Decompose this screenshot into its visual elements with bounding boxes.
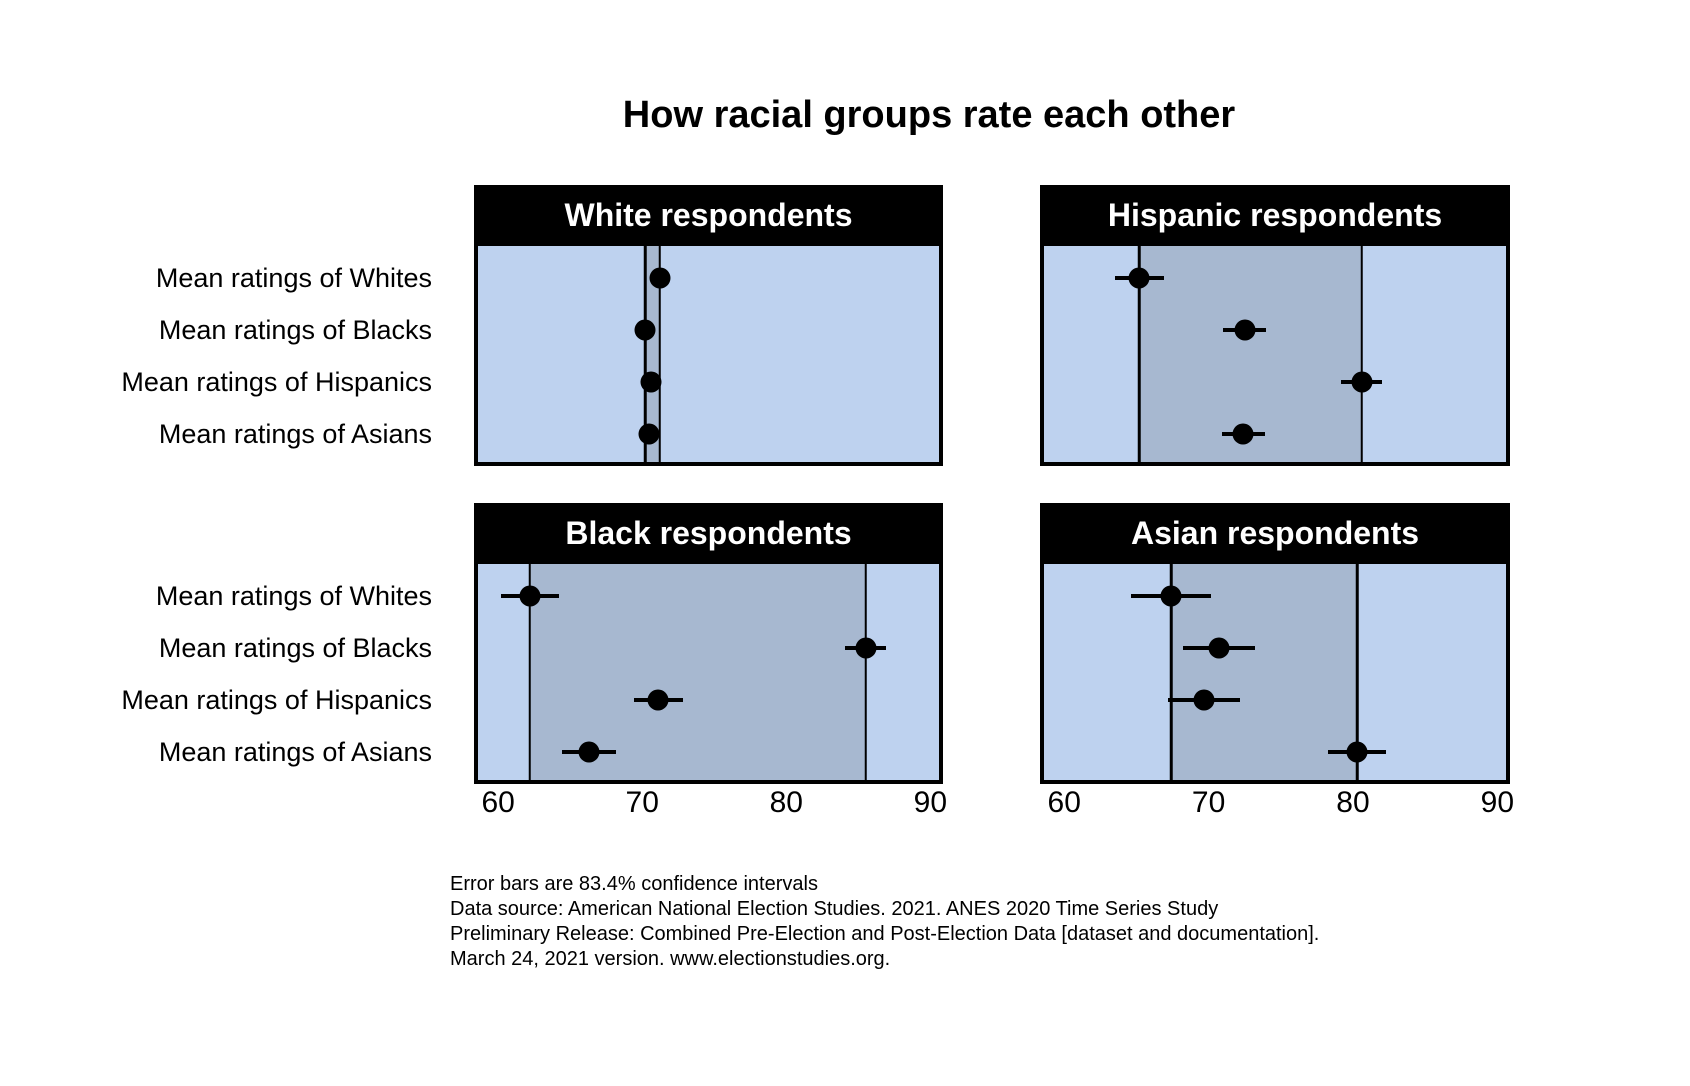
- x-tick-label: 70: [625, 786, 659, 819]
- panel-title: Hispanic respondents: [1040, 185, 1510, 246]
- panel-black-respondents: Black respondents: [474, 503, 943, 784]
- row-labels-bottom: Mean ratings of Whites Mean ratings of Bl…: [0, 564, 432, 780]
- caption-line-error-note: Error bars are 83.4% confidence interval…: [450, 873, 818, 895]
- row-label: Mean ratings of Hispanics: [121, 367, 432, 398]
- data-point: [855, 637, 877, 659]
- x-tick-label: 60: [481, 786, 515, 819]
- data-point: [1346, 741, 1368, 763]
- range-line: [864, 564, 867, 780]
- data-point: [634, 319, 656, 341]
- chart-title: How racial groups rate each other: [622, 94, 1236, 136]
- panel-white-respondents: White respondents: [474, 185, 943, 466]
- data-point: [1234, 319, 1256, 341]
- plot-area-hispanic-respondents: [1040, 246, 1510, 466]
- row-labels-top: Mean ratings of Whites Mean ratings of Bl…: [0, 246, 432, 462]
- range-band: [645, 246, 660, 462]
- panel-title: Asian respondents: [1040, 503, 1510, 564]
- x-axis-ticks-right: 60 70 80 90: [1044, 786, 1515, 822]
- data-point: [578, 741, 600, 763]
- row-label: Mean ratings of Whites: [155, 580, 432, 611]
- row-label: Mean ratings of Blacks: [158, 315, 432, 346]
- row-label: Mean ratings of Hispanics: [121, 685, 432, 716]
- x-tick-label: 80: [1336, 786, 1370, 819]
- panel-title: White respondents: [474, 185, 943, 246]
- data-point: [638, 423, 660, 445]
- plot-area-black-respondents: [474, 564, 943, 784]
- data-point: [1128, 267, 1150, 289]
- plot-area-asian-respondents: [1040, 564, 1510, 784]
- x-tick-label: 60: [1047, 786, 1081, 819]
- data-point: [640, 371, 662, 393]
- data-point: [1208, 637, 1230, 659]
- row-label: Mean ratings of Whites: [155, 262, 432, 293]
- caption-line-release: Preliminary Release: Combined Pre-Electi…: [450, 923, 1320, 945]
- data-point: [649, 267, 671, 289]
- caption-line-version: March 24, 2021 version. www.electionstud…: [450, 948, 891, 970]
- range-line: [658, 246, 661, 462]
- data-point: [1160, 585, 1182, 607]
- range-line: [643, 246, 647, 462]
- data-point: [1351, 371, 1373, 393]
- data-point: [647, 689, 669, 711]
- data-point: [1193, 689, 1215, 711]
- range-line: [1360, 246, 1363, 462]
- caption: Error bars are 83.4% confidence interval…: [450, 872, 1319, 972]
- x-tick-label: 70: [1191, 786, 1226, 819]
- x-tick-label: 90: [1480, 786, 1515, 819]
- row-label: Mean ratings of Blacks: [158, 633, 432, 664]
- plot-area-white-respondents: [474, 246, 943, 466]
- range-line: [1356, 564, 1359, 780]
- x-axis-ticks-left: 60 70 80 90: [478, 786, 947, 822]
- x-tick-label: 90: [913, 786, 948, 819]
- x-tick-label: 80: [769, 786, 803, 819]
- range-line: [1169, 564, 1173, 780]
- row-label: Mean ratings of Asians: [158, 737, 432, 768]
- panel-title: Black respondents: [474, 503, 943, 564]
- row-label: Mean ratings of Asians: [158, 419, 432, 450]
- panel-hispanic-respondents: Hispanic respondents: [1040, 185, 1510, 466]
- panel-asian-respondents: Asian respondents: [1040, 503, 1510, 784]
- range-band: [1171, 564, 1358, 780]
- range-line: [528, 564, 532, 780]
- caption-line-data-source: Data source: American National Election …: [450, 898, 1219, 920]
- range-line: [1138, 246, 1141, 462]
- data-point: [1232, 423, 1254, 445]
- data-point: [519, 585, 541, 607]
